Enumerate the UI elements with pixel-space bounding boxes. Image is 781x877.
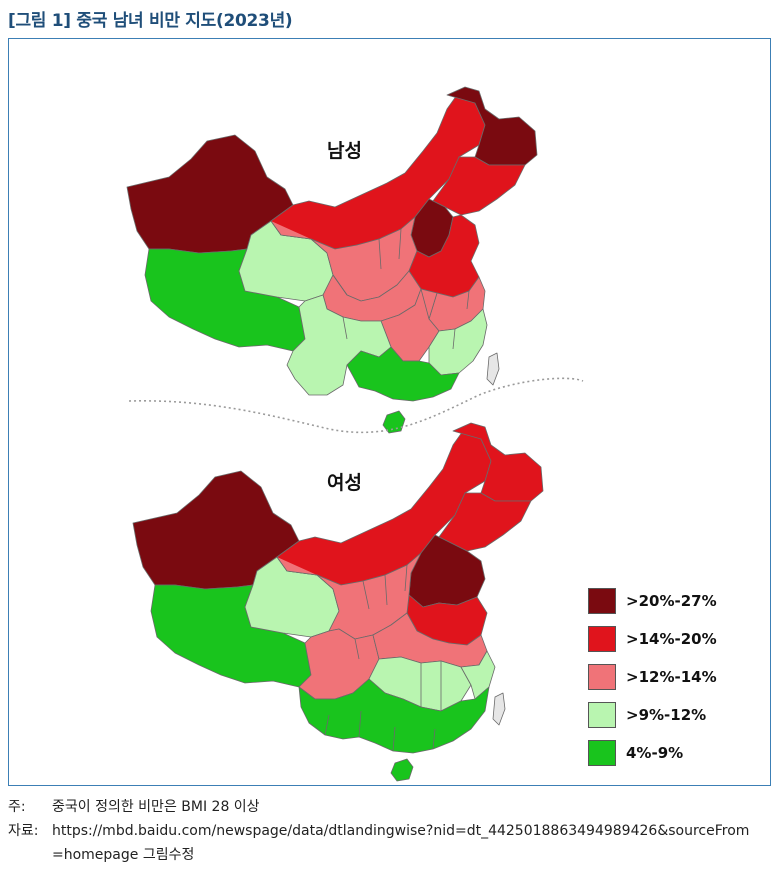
legend-swatch bbox=[588, 740, 616, 766]
male-region-hainan bbox=[382, 410, 406, 434]
map-frame: 남성 bbox=[8, 38, 771, 786]
source-url-continued: =homepage 그림수정 bbox=[52, 847, 195, 863]
female-region-south bbox=[298, 678, 490, 754]
legend-swatch bbox=[588, 588, 616, 614]
male-region-heilongjiang bbox=[446, 86, 538, 166]
female-region-taiwan bbox=[492, 692, 506, 726]
female-region-zhejiang bbox=[460, 650, 496, 700]
legend-swatch bbox=[588, 626, 616, 652]
source-note: 자료: https://mbd.baidu.com/newspage/data/d… bbox=[8, 820, 749, 840]
footnote: 주: 중국이 정의한 비만은 BMI 28 이상 bbox=[8, 796, 260, 816]
female-map-label: 여성 bbox=[327, 472, 362, 494]
figure-title-text: 중국 남녀 비만 지도(2023년) bbox=[76, 11, 293, 31]
legend-label: >14%-20% bbox=[626, 630, 717, 648]
male-region-taiwan bbox=[486, 352, 500, 386]
legend-item: >14%-20% bbox=[588, 620, 717, 658]
female-region-heilongjiang bbox=[452, 422, 544, 502]
source-note-continued: =homepage 그림수정 bbox=[52, 844, 194, 864]
legend-label: 4%-9% bbox=[626, 744, 684, 762]
map-separator bbox=[128, 377, 584, 434]
legend-swatch bbox=[588, 702, 616, 728]
china-obesity-maps: 남성 bbox=[126, 86, 584, 782]
legend-label: >20%-27% bbox=[626, 592, 717, 610]
legend-label: >9%-12% bbox=[626, 706, 707, 724]
figure-number: [그림 1] bbox=[8, 11, 71, 31]
male-region-southeast bbox=[428, 308, 488, 376]
female-map bbox=[132, 422, 544, 782]
male-map-label: 남성 bbox=[327, 140, 362, 162]
legend: >20%-27% >14%-20% >12%-14% >9%-12% 4%-9% bbox=[588, 582, 717, 772]
legend-swatch bbox=[588, 664, 616, 690]
legend-item: 4%-9% bbox=[588, 734, 717, 772]
male-region-south bbox=[346, 346, 460, 402]
legend-item: >9%-12% bbox=[588, 696, 717, 734]
footnote-text: 중국이 정의한 비만은 BMI 28 이상 bbox=[52, 799, 260, 815]
legend-label: >12%-14% bbox=[626, 668, 717, 686]
legend-item: >20%-27% bbox=[588, 582, 717, 620]
female-region-hainan bbox=[390, 758, 414, 782]
legend-item: >12%-14% bbox=[588, 658, 717, 696]
figure-title: [그림 1] 중국 남녀 비만 지도(2023년) bbox=[8, 6, 293, 31]
source-url: https://mbd.baidu.com/newspage/data/dtla… bbox=[52, 823, 750, 839]
male-map bbox=[126, 86, 538, 434]
footnote-label: 주: bbox=[8, 799, 26, 815]
source-label: 자료: bbox=[8, 823, 39, 839]
